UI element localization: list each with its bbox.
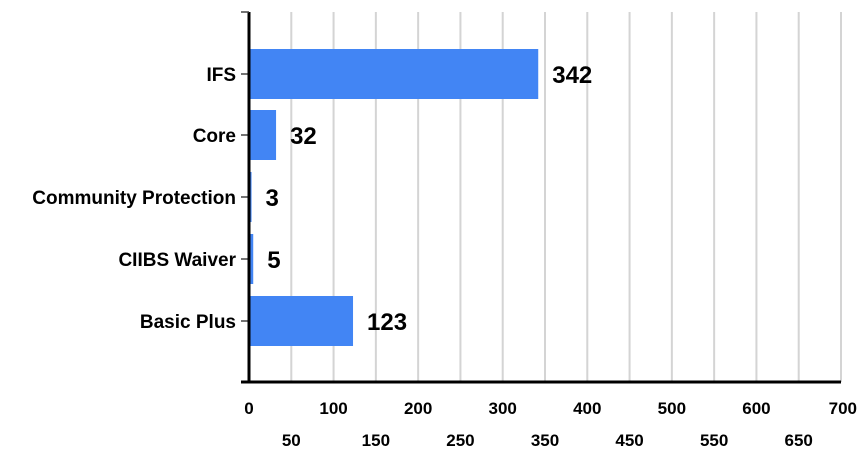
bar-basic-plus <box>249 296 354 346</box>
x-tick-label-350: 350 <box>531 431 559 450</box>
x-tick-label-300: 300 <box>489 399 517 418</box>
x-tick-label-400: 400 <box>573 399 601 418</box>
x-tick-label-50: 50 <box>282 431 301 450</box>
x-tick-label-150: 150 <box>362 431 390 450</box>
x-tick-label-700: 700 <box>829 399 857 418</box>
x-tick-label-600: 600 <box>742 399 770 418</box>
bar-core <box>249 110 277 160</box>
bars <box>249 49 539 346</box>
category-label-community-protection: Community Protection <box>32 188 236 209</box>
axes <box>241 11 841 384</box>
category-label-ciibs-waiver: CIIBS Waiver <box>118 250 236 271</box>
category-label-ifs: IFS <box>206 65 236 86</box>
labels: IFS 342 Core 32 Community Protection 3 CIIBS W… <box>32 62 857 450</box>
x-tick-label-650: 650 <box>785 431 813 450</box>
x-tick-label-0: 0 <box>244 399 253 418</box>
category-label-core: Core <box>193 126 236 147</box>
x-tick-label-250: 250 <box>446 431 474 450</box>
bar-ciibs-waiver <box>249 234 254 284</box>
data-label-ciibs-waiver: 5 <box>267 247 280 274</box>
data-label-ifs: 342 <box>552 62 592 89</box>
data-label-basic-plus: 123 <box>367 309 407 336</box>
data-label-core: 32 <box>290 123 317 150</box>
category-label-basic-plus: Basic Plus <box>140 312 236 333</box>
x-tick-label-550: 550 <box>700 431 728 450</box>
bar-ifs <box>249 49 539 99</box>
data-label-community-protection: 3 <box>266 185 279 212</box>
x-tick-label-500: 500 <box>658 399 686 418</box>
x-tick-label-200: 200 <box>404 399 432 418</box>
x-tick-label-450: 450 <box>615 431 643 450</box>
x-tick-label-100: 100 <box>319 399 347 418</box>
